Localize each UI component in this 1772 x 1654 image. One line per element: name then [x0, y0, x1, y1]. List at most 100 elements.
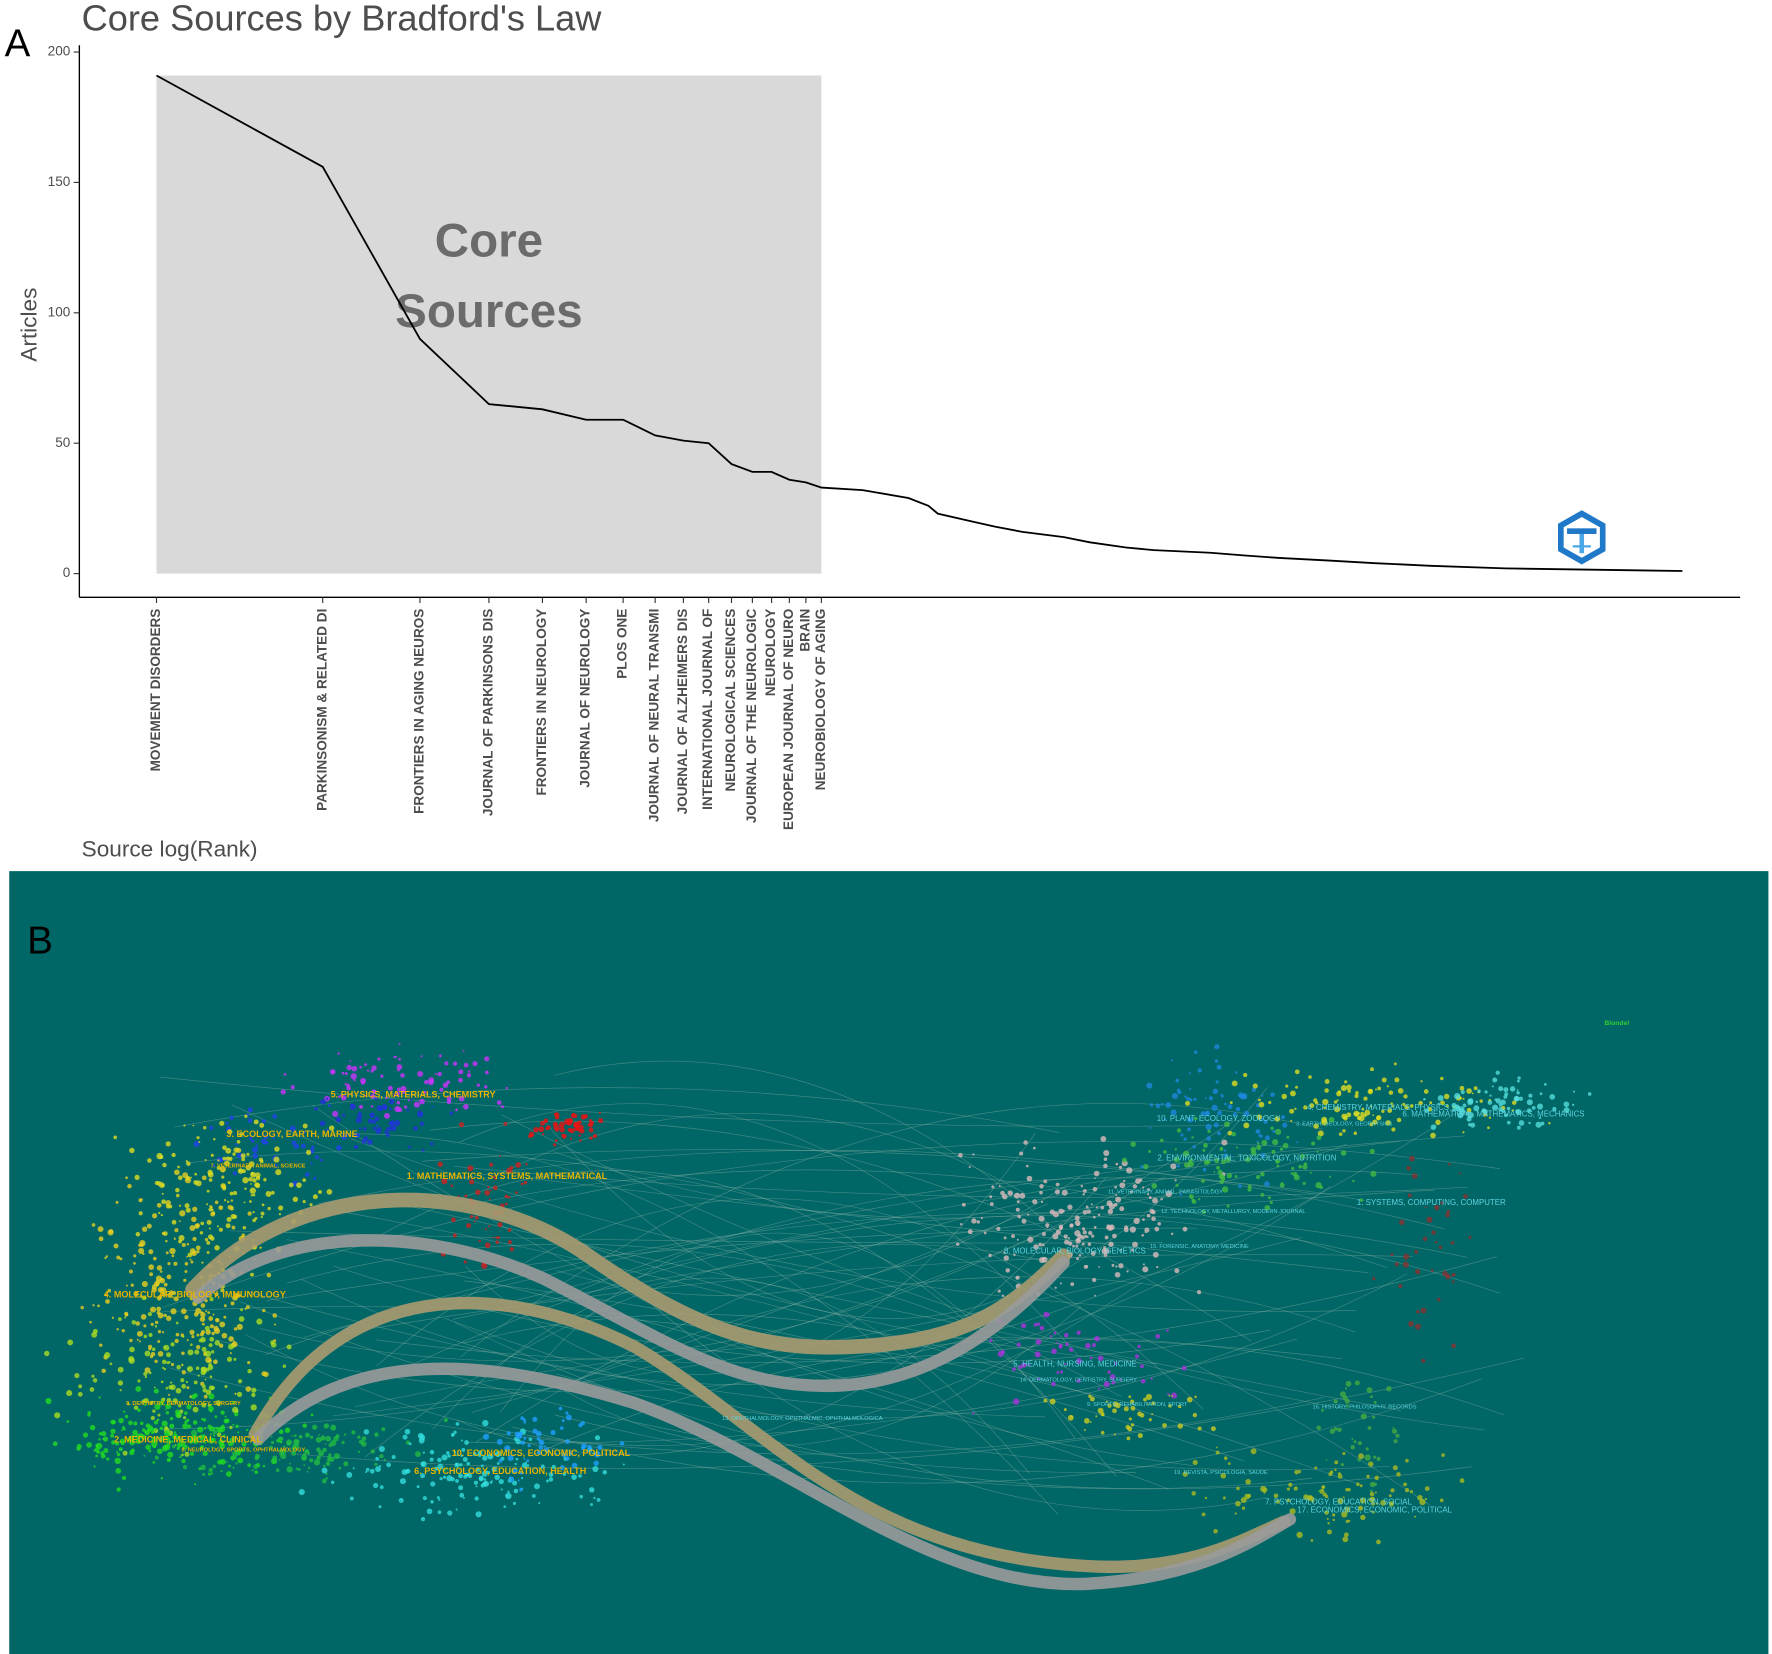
- map-dot: [176, 1442, 182, 1448]
- map-dot: [186, 1418, 190, 1422]
- map-dot: [154, 1403, 161, 1410]
- map-dot: [195, 1223, 200, 1228]
- map-dot: [298, 1434, 303, 1439]
- map-dot: [1171, 1092, 1178, 1100]
- map-dot: [1316, 1425, 1321, 1430]
- map-dot: [168, 1393, 171, 1396]
- map-dot: [567, 1117, 574, 1124]
- map-dot: [1093, 1226, 1097, 1229]
- map-dot: [238, 1316, 245, 1322]
- map-dot: [357, 1113, 363, 1119]
- map-dot: [201, 1418, 204, 1421]
- map-dot: [140, 1421, 144, 1426]
- map-dot: [117, 1366, 124, 1373]
- map-dot: [1149, 1103, 1154, 1107]
- map-dot: [1090, 1251, 1096, 1256]
- map-dot: [378, 1127, 382, 1131]
- map-dot: [138, 1211, 143, 1216]
- map-dot: [206, 1203, 209, 1206]
- map-dot: [153, 1256, 157, 1261]
- map-dot: [971, 1218, 977, 1224]
- map-dot: [305, 1149, 312, 1155]
- map-dot: [488, 1225, 491, 1228]
- map-dot: [1137, 1432, 1143, 1439]
- map-dot: [137, 1379, 141, 1383]
- map-dot: [1314, 1101, 1319, 1105]
- map-dot: [370, 1105, 374, 1108]
- map-dot: [1126, 1270, 1129, 1273]
- map-dot: [597, 1444, 603, 1450]
- map-dot: [242, 1177, 249, 1184]
- map-dot: [458, 1485, 464, 1491]
- map-dot: [143, 1324, 147, 1328]
- map-dot: [598, 1118, 604, 1124]
- map-dot: [237, 1168, 244, 1174]
- map-dot: [1194, 1395, 1197, 1399]
- map-dot: [152, 1460, 156, 1464]
- map-dot: [205, 1310, 208, 1313]
- map-dot: [206, 1189, 210, 1193]
- map-dot: [505, 1086, 509, 1090]
- map-dot: [1163, 1150, 1167, 1154]
- map-dot: [1256, 1144, 1262, 1151]
- map-dot: [1394, 1262, 1399, 1267]
- map-dot: [1148, 1418, 1152, 1422]
- map-dot: [212, 1434, 216, 1437]
- map-dot: [1467, 1111, 1474, 1119]
- map-dot: [74, 1372, 80, 1379]
- map-dot: [183, 1124, 186, 1127]
- map-dot: [1223, 1456, 1228, 1460]
- map-dot: [154, 1455, 159, 1460]
- thin-link: [160, 1076, 1229, 1127]
- map-dot: [459, 1463, 463, 1467]
- map-dot: [175, 1193, 180, 1198]
- map-dot: [1309, 1171, 1312, 1174]
- map-dots: [44, 1042, 1592, 1545]
- map-dot: [86, 1442, 92, 1448]
- map-dot: [200, 1303, 206, 1308]
- map-dot: [360, 1441, 367, 1447]
- map-dot: [1083, 1428, 1086, 1431]
- map-dot: [224, 1415, 227, 1418]
- map-dot: [1359, 1484, 1363, 1488]
- map-dot: [1231, 1155, 1234, 1158]
- map-dot: [1414, 1249, 1419, 1254]
- map-dot: [207, 1472, 211, 1476]
- thin-link: [554, 1414, 1472, 1490]
- chart-title: Core Sources by Bradford's Law: [82, 0, 603, 39]
- map-dot: [396, 1064, 403, 1070]
- thin-link: [159, 1306, 1137, 1406]
- x-tick-label: JOURNAL OF NEURAL TRANSMI: [647, 609, 662, 823]
- map-dot: [235, 1424, 239, 1428]
- map-dot: [159, 1426, 164, 1431]
- map-dot: [1235, 1071, 1238, 1074]
- map-dot: [551, 1464, 556, 1469]
- map-dot: [1516, 1089, 1519, 1091]
- map-dot: [1094, 1335, 1100, 1342]
- map-dot: [565, 1439, 570, 1444]
- map-dot: [553, 1112, 557, 1116]
- map-dot: [1341, 1511, 1348, 1518]
- map-dot: [458, 1473, 463, 1479]
- map-dot: [214, 1340, 220, 1346]
- map-dot: [226, 1200, 230, 1204]
- map-dot: [543, 1445, 546, 1448]
- map-dot: [278, 1458, 281, 1461]
- map-dot: [484, 1242, 491, 1249]
- map-dot: [223, 1160, 230, 1167]
- map-dot: [1083, 1264, 1088, 1269]
- map-dot: [466, 1073, 472, 1078]
- map-dot: [1054, 1189, 1060, 1195]
- map-dot: [991, 1185, 995, 1189]
- map-dot: [593, 1460, 599, 1466]
- map-dot: [173, 1431, 177, 1434]
- map-dot: [1281, 1093, 1287, 1100]
- map-dot: [1201, 1209, 1206, 1215]
- map-dot: [215, 1400, 221, 1406]
- map-dot: [381, 1104, 388, 1111]
- map-dot: [497, 1222, 503, 1228]
- thin-link: [465, 1133, 1036, 1375]
- map-dot: [1250, 1146, 1257, 1153]
- map-dot: [209, 1433, 212, 1436]
- map-dot: [1334, 1106, 1341, 1113]
